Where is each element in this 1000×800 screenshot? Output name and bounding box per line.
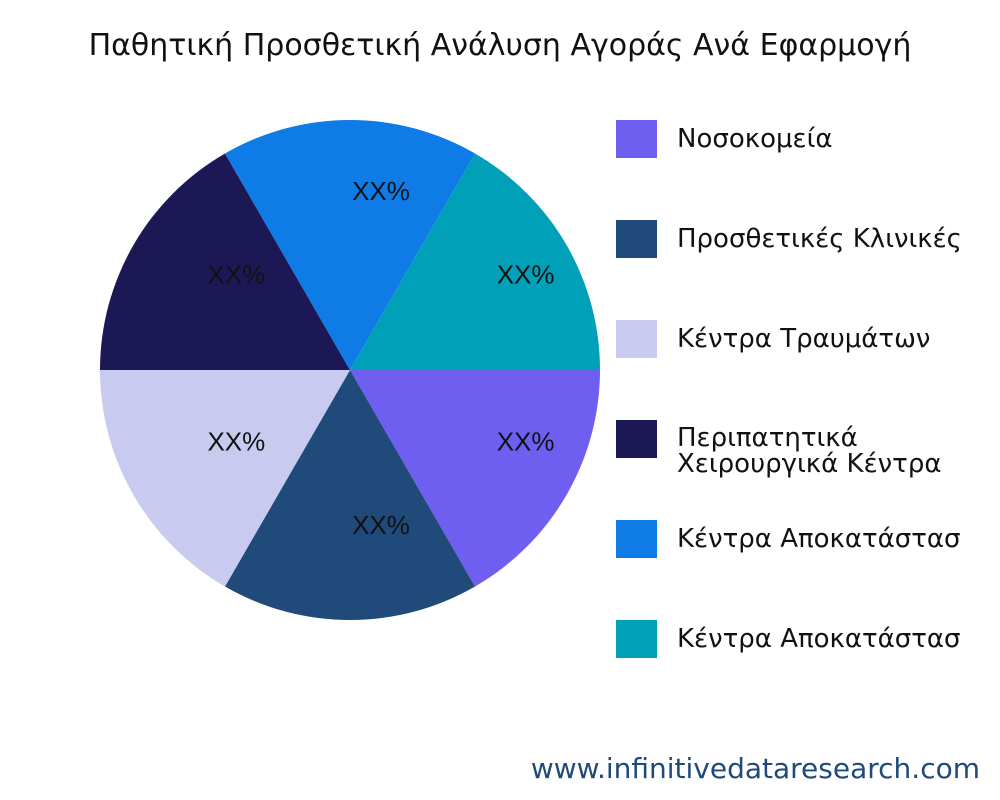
- slice-data-label: XX%: [497, 260, 555, 290]
- pie-slice[interactable]: [100, 370, 350, 587]
- slice-data-label: XX%: [497, 427, 555, 457]
- pie-slice[interactable]: [350, 370, 600, 587]
- slice-data-label: XX%: [352, 510, 410, 540]
- legend-swatch: [616, 520, 657, 558]
- footer-url[interactable]: www.infinitivedataresearch.com: [530, 752, 980, 785]
- legend-label: Προσθετικές Κλινικές: [677, 224, 962, 254]
- legend-swatch: [616, 620, 657, 658]
- legend-swatch: [616, 120, 657, 158]
- legend-swatch: [616, 220, 657, 258]
- legend-label: Νοσοκομεία: [677, 124, 833, 154]
- pie-slice[interactable]: [350, 153, 600, 370]
- legend-label: Κέντρα Αποκατάστασ: [677, 524, 961, 554]
- slice-data-label: XX%: [207, 260, 265, 290]
- legend-item[interactable]: Περιπατητικά Χειρουργικά Κέντρα: [616, 420, 941, 477]
- slice-data-label: XX%: [207, 427, 265, 457]
- slice-data-label: XX%: [352, 176, 410, 206]
- legend-item[interactable]: Κέντρα Αποκατάστασ: [616, 620, 961, 658]
- legend-label: Κέντρα Αποκατάστασ: [677, 624, 961, 654]
- pie-slice[interactable]: [225, 370, 475, 620]
- legend-item[interactable]: Νοσοκομεία: [616, 120, 833, 158]
- legend-item[interactable]: Κέντρα Τραυμάτων: [616, 320, 930, 358]
- chart-title: Παθητική Προσθετική Ανάλυση Αγοράς Ανά Ε…: [88, 28, 912, 63]
- legend-label: Κέντρα Τραυμάτων: [677, 324, 931, 354]
- legend-swatch: [616, 420, 657, 458]
- legend-swatch: [616, 320, 657, 358]
- legend-label: Περιπατητικά Χειρουργικά Κέντρα: [677, 423, 942, 479]
- pie-slice[interactable]: [225, 119, 475, 370]
- pie-slice[interactable]: [100, 153, 350, 370]
- legend-item[interactable]: Προσθετικές Κλινικές: [616, 220, 962, 258]
- legend-item[interactable]: Κέντρα Αποκατάστασ: [616, 520, 961, 558]
